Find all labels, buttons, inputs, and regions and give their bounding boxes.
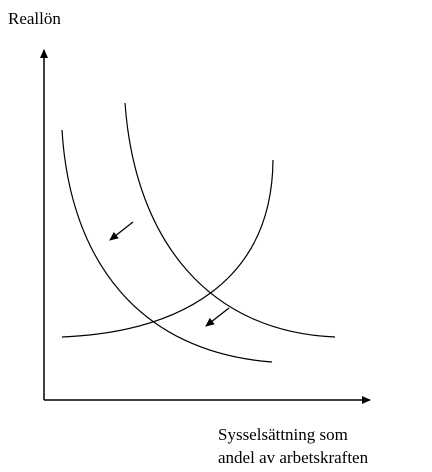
x-axis-label: andel av arbetskraften	[218, 448, 369, 467]
shift-arrow	[205, 307, 230, 327]
x-axis-label: Sysselsättning som	[218, 425, 348, 444]
shift-arrow	[109, 221, 134, 241]
y-axis-label: Reallön	[8, 9, 61, 28]
supply-curve	[61, 159, 274, 338]
demand-curve-shifted	[61, 129, 273, 363]
demand-curve	[124, 102, 336, 338]
